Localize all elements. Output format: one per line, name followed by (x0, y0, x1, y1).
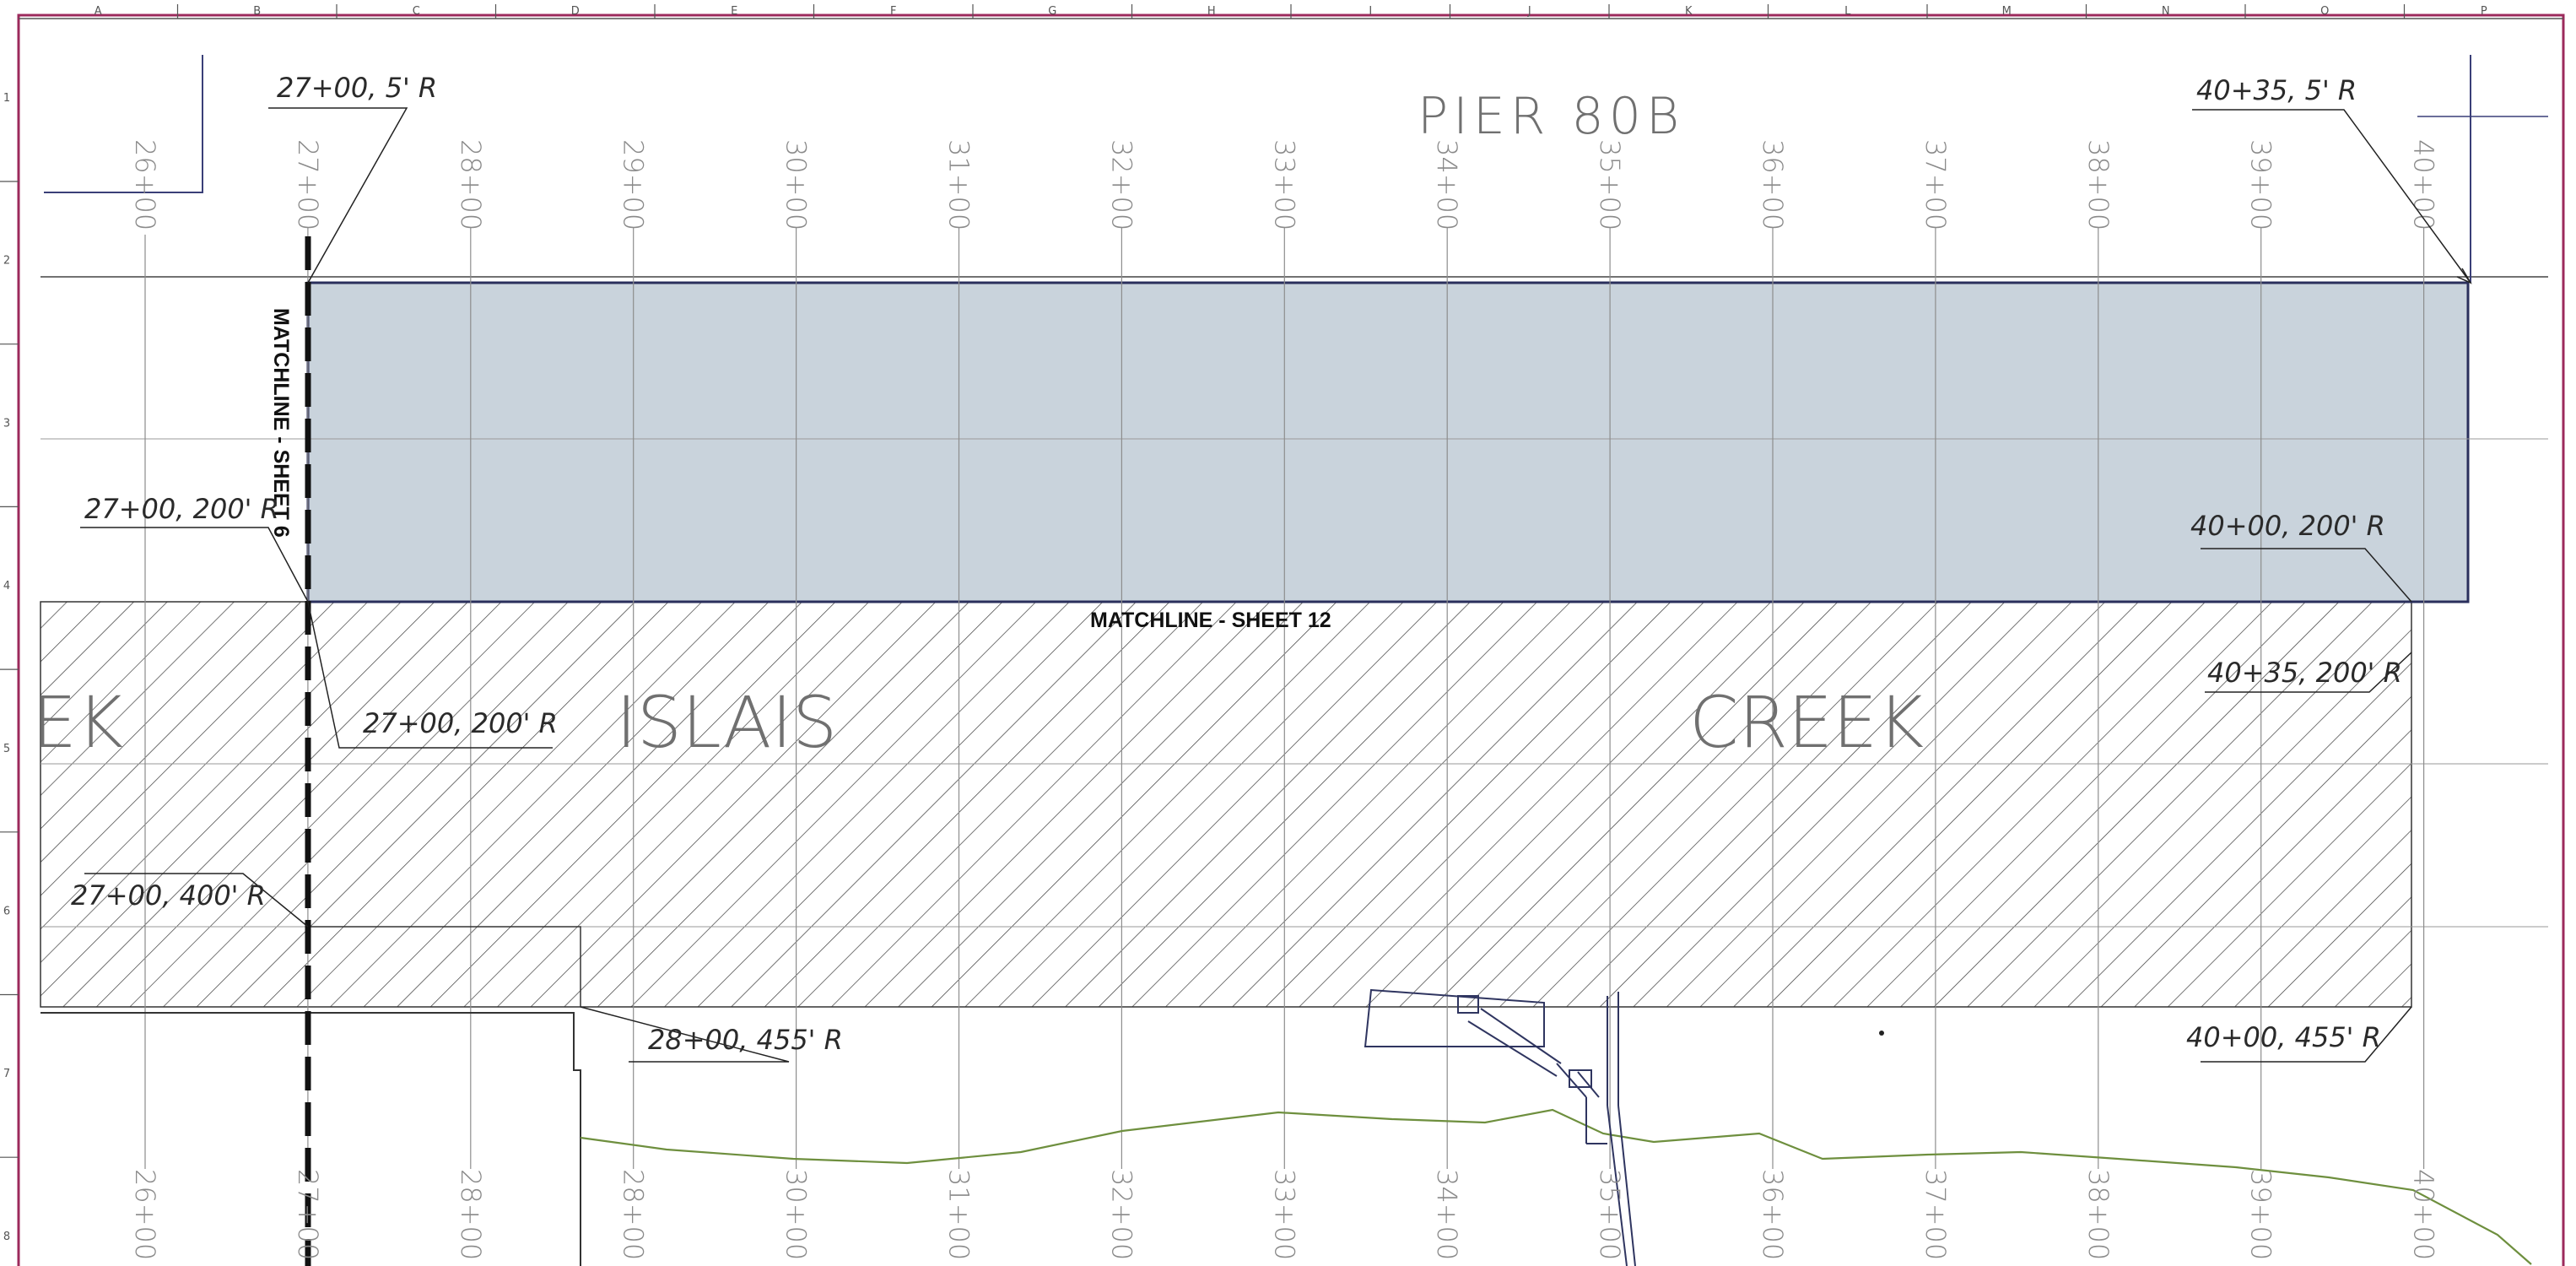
station-label-top: 39+00 (2245, 139, 2277, 230)
outfall-structure (1364, 988, 1636, 1266)
grid-column-label: E (731, 5, 737, 18)
station-label-top: 26+00 (129, 139, 161, 230)
pier-area (306, 281, 2470, 603)
station-label-top: 27+00 (292, 139, 324, 230)
callout-40-200r: 40+00, 200' R (2190, 510, 2385, 542)
survey-point (1879, 1031, 1884, 1036)
callout-arrowhead-4035-5 (2456, 268, 2472, 284)
matchline-label-vertical: MATCHLINE - SHEET 6 (269, 308, 293, 538)
station-label-bottom: 30+00 (780, 1169, 813, 1260)
shoreline-line (580, 1108, 2532, 1265)
station-label-top: 31+00 (943, 139, 975, 230)
grid-row-label: 8 (3, 1231, 10, 1243)
station-label-top: 36+00 (1757, 139, 1789, 230)
water-label-partial: EK (32, 681, 123, 764)
station-label-bottom: 28+00 (455, 1169, 487, 1260)
grid-column-label: D (571, 5, 580, 18)
station-label-top: 33+00 (1268, 139, 1300, 230)
station-label-bottom: 34+00 (1431, 1169, 1463, 1260)
grid-column-labels: A B C D E F G H I J K L M N O P (95, 4, 2487, 19)
top-left-corner-outline (44, 55, 203, 193)
grid-row-label: 7 (3, 1068, 10, 1080)
station-label-top: 28+00 (455, 139, 487, 230)
station-label-top: 38+00 (2082, 139, 2114, 230)
matchline-label-horizontal: MATCHLINE - SHEET 12 (1090, 609, 1331, 632)
pier-title: PIER 80B (1418, 87, 1684, 146)
callout-27-5r: 27+00, 5' R (277, 72, 437, 104)
callout-27-200r-left: 27+00, 200' R (84, 493, 279, 525)
station-label-top: 34+00 (1431, 139, 1463, 230)
grid-column-label: M (2002, 5, 2012, 18)
grid-row-label: 5 (3, 743, 10, 755)
station-label-bottom: 27+00 (292, 1169, 324, 1260)
station-label-bottom: 33+00 (1268, 1169, 1300, 1260)
grid-column-label: L (1844, 5, 1851, 18)
grid-column-label: J (1527, 5, 1531, 18)
station-labels-top: 26+00 27+00 28+00 29+00 30+00 31+00 32+00 33+00… (129, 139, 2440, 230)
station-label-top: 30+00 (780, 139, 813, 230)
grid-column-label: G (1048, 5, 1056, 18)
creek-hatch-area (41, 602, 2411, 1007)
station-gridlines (144, 228, 2425, 1169)
grid-row-label: 2 (3, 255, 10, 268)
grid-column-label: A (95, 5, 102, 18)
grid-column-label: I (1369, 5, 1372, 18)
water-label-islais: ISLAIS (616, 681, 837, 764)
callout-4035-5r: 40+35, 5' R (2196, 74, 2357, 106)
grid-row-label: 3 (3, 417, 10, 430)
station-label-top: 32+00 (1105, 139, 1137, 230)
station-label-bottom: 31+00 (943, 1169, 975, 1260)
water-label-creek: CREEK (1689, 681, 1924, 764)
grid-column-label: B (253, 5, 261, 18)
grid-column-label: P (2481, 5, 2487, 18)
callout-27-400r: 27+00, 400' R (71, 879, 266, 912)
property-line (41, 1012, 581, 1266)
grid-row-label: 1 (3, 92, 10, 105)
station-label-bottom: 26+00 (129, 1169, 161, 1260)
grid-row-labels: 1 2 3 4 5 6 7 8 (0, 92, 19, 1243)
station-label-bottom: 32+00 (1105, 1169, 1137, 1260)
station-label-bottom: 37+00 (1920, 1169, 1952, 1260)
callout-leaders (80, 107, 2471, 1063)
station-label-top: 40+00 (2408, 139, 2440, 230)
station-label-bottom: 39+00 (2245, 1169, 2277, 1260)
grid-row-label: 4 (3, 580, 10, 592)
grid-column-label: F (890, 5, 896, 18)
grid-column-label: N (2162, 5, 2170, 18)
callout-28-455r: 28+00, 455' R (648, 1024, 843, 1056)
grid-column-label: K (1685, 5, 1693, 18)
callout-4035-200r: 40+35, 200' R (2207, 657, 2402, 689)
station-label-top: 35+00 (1594, 139, 1626, 230)
grid-column-label: C (413, 5, 420, 18)
station-label-bottom: 38+00 (2082, 1169, 2114, 1260)
station-label-top: 37+00 (1920, 139, 1952, 230)
lower-left-boundary (308, 926, 581, 1007)
station-label-bottom: 35+00 (1594, 1169, 1626, 1260)
station-label-top: 29+00 (618, 139, 650, 230)
station-labels-bottom: 26+00 27+00 28+00 28+00 30+00 31+00 32+00 33+00… (129, 1169, 2440, 1260)
station-label-bottom: 28+00 (618, 1169, 650, 1260)
grid-column-label: O (2320, 5, 2329, 18)
grid-column-label: H (1207, 5, 1216, 18)
station-label-bottom: 40+00 (2408, 1169, 2440, 1260)
station-label-bottom: 36+00 (1757, 1169, 1789, 1260)
grid-row-label: 6 (3, 906, 10, 918)
callout-27-200r-inner: 27+00, 200' R (363, 707, 558, 739)
callout-40-455r: 40+00, 455' R (2186, 1021, 2381, 1053)
